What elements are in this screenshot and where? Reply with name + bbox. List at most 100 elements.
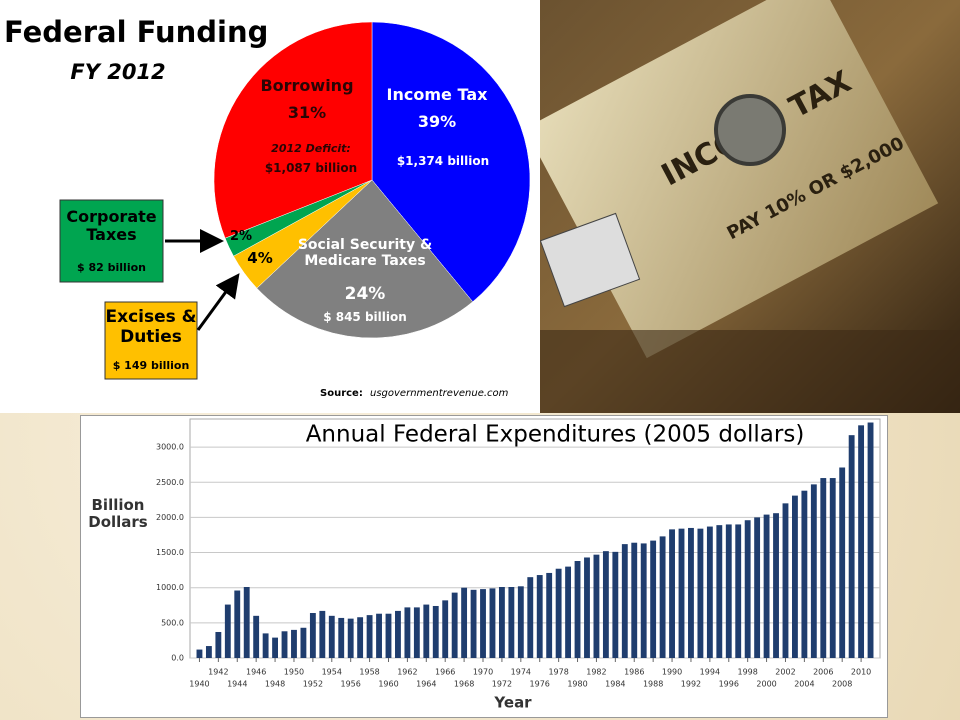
bar — [829, 478, 836, 658]
bar — [602, 551, 609, 658]
chart-subtitle: FY 2012 — [70, 60, 165, 84]
bar — [357, 617, 364, 658]
bar — [706, 526, 713, 658]
x-tick-label: 1948 — [265, 680, 285, 689]
bar — [735, 524, 742, 658]
bar — [253, 615, 260, 658]
x-tick-label: 1996 — [719, 680, 739, 689]
bar — [565, 566, 572, 658]
bar — [480, 589, 486, 658]
bar — [839, 467, 846, 658]
x-tick-label: 2006 — [813, 668, 833, 677]
source: usgovernmentrevenue.com — [370, 388, 509, 399]
slice-value: 39% — [417, 112, 457, 131]
bar — [773, 513, 779, 658]
arrow — [196, 273, 240, 331]
x-tick-label: 1940 — [189, 680, 209, 689]
source-label: Source: — [320, 388, 363, 399]
x-tick-label: 1976 — [530, 680, 550, 689]
bar — [498, 587, 505, 658]
pie-slice — [213, 21, 373, 239]
x-tick-label: 1994 — [700, 668, 720, 677]
x-tick-label: 1964 — [416, 680, 436, 689]
x-tick-label: 2000 — [756, 680, 776, 689]
x-tick-label: 1984 — [605, 680, 625, 689]
bar — [527, 577, 534, 658]
slice-label: Income Tax — [386, 85, 488, 104]
bar — [243, 587, 250, 658]
bar — [536, 575, 543, 658]
x-tick-label: 2002 — [775, 668, 795, 677]
bar — [792, 495, 798, 658]
bar — [281, 631, 288, 658]
bar — [593, 554, 600, 658]
bar — [697, 528, 704, 658]
corporate-box — [59, 199, 164, 283]
bar — [338, 617, 345, 658]
bar — [640, 543, 647, 658]
bar — [848, 435, 855, 658]
bar — [442, 600, 449, 658]
bar — [300, 627, 307, 658]
x-tick-label: 1978 — [548, 668, 568, 677]
slice-value: 4% — [247, 249, 273, 267]
bar — [395, 610, 401, 658]
x-tick-label: 1942 — [208, 668, 228, 677]
x-tick-label: 1956 — [341, 680, 361, 689]
slice-label: Social Security & Medicare Taxes — [297, 237, 433, 270]
bar — [328, 615, 335, 658]
bar — [584, 557, 590, 658]
bar — [631, 542, 638, 658]
box-label: Excises & Duties — [105, 307, 197, 347]
y-tick-label: 0.0 — [171, 654, 184, 663]
y-tick-label: 3000.0 — [156, 443, 184, 452]
x-tick-label: 2010 — [851, 668, 871, 677]
bar-panel — [80, 415, 888, 718]
bar — [782, 503, 789, 658]
slice-amount: $1,087 billion — [264, 161, 358, 175]
x-tick-label: 1966 — [435, 668, 455, 677]
bar — [234, 590, 241, 658]
x-tick-label: 1998 — [737, 668, 757, 677]
bar — [763, 514, 770, 658]
slice-amount: $1,374 billion — [396, 154, 490, 168]
bar — [801, 490, 808, 658]
pie-slice — [371, 21, 531, 303]
x-tick-label: 1990 — [662, 668, 682, 677]
bar — [574, 560, 581, 658]
x-tick-label: 1952 — [303, 680, 323, 689]
bar — [423, 604, 430, 658]
bar — [461, 587, 468, 658]
x-tick-label: 1974 — [511, 668, 531, 677]
box-amount: $ 149 billion — [112, 359, 190, 372]
photo-shadow — [540, 330, 960, 413]
bar — [215, 631, 222, 658]
x-tick-label: 2008 — [832, 680, 852, 689]
x-tick-label: 1970 — [473, 668, 493, 677]
photo-card — [540, 212, 641, 308]
excises-box — [104, 301, 198, 380]
chart-title: Federal Funding — [4, 15, 268, 49]
x-tick-label: 2004 — [794, 680, 814, 689]
bar — [810, 484, 817, 658]
token — [714, 94, 786, 166]
bar — [205, 646, 212, 658]
x-tick-label: 1992 — [681, 680, 701, 689]
bar — [366, 615, 373, 658]
bar — [858, 425, 865, 658]
box-label: Corporate Taxes — [66, 207, 157, 245]
x-tick-label: 1958 — [359, 668, 379, 677]
x-tick-label: 1986 — [624, 668, 644, 677]
x-tick-label: 1954 — [322, 668, 342, 677]
y-tick-label: 1000.0 — [156, 583, 184, 592]
bar — [546, 572, 553, 658]
bar — [291, 629, 297, 658]
slice-label: Borrowing — [260, 76, 354, 95]
bar — [376, 613, 382, 658]
bar — [262, 633, 269, 658]
bar — [508, 587, 515, 658]
x-tick-label: 1950 — [284, 668, 304, 677]
bar — [555, 568, 562, 658]
bar — [659, 536, 666, 658]
